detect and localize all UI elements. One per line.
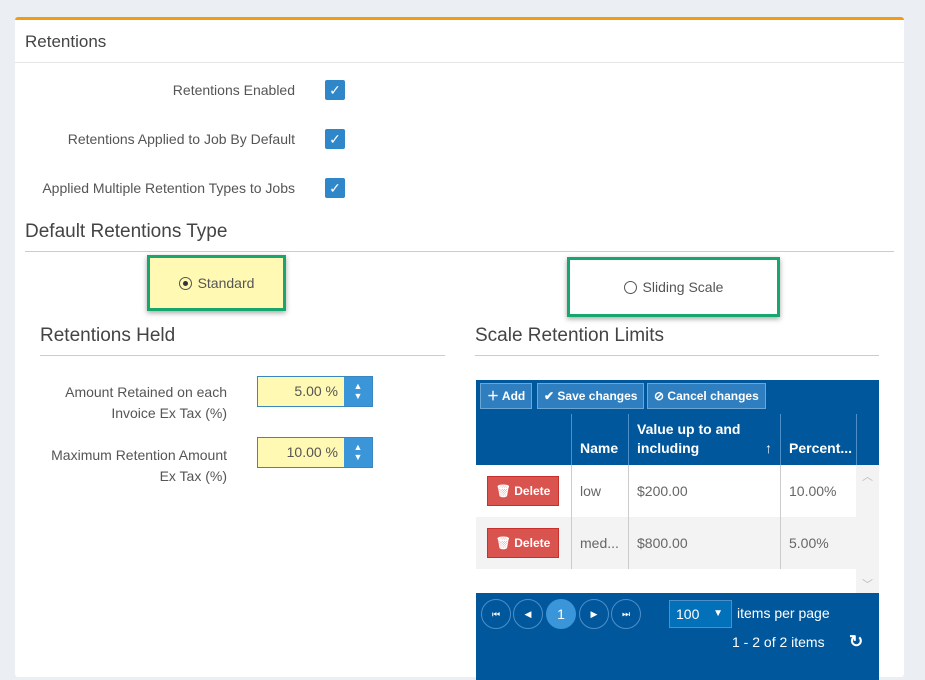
radio-selected-icon <box>178 276 192 290</box>
applied-by-default-label: Retentions Applied to Job By Default <box>67 131 295 147</box>
table-row: 🗑 Delete low $200.00 10.00% <box>476 465 856 517</box>
cell-percent[interactable]: 5.00% <box>780 517 856 569</box>
applied-by-default-checkbox[interactable]: ✓ <box>325 129 345 149</box>
divider <box>475 355 879 356</box>
cell-value[interactable]: $800.00 <box>628 517 780 569</box>
cell-value[interactable]: $200.00 <box>628 465 780 517</box>
radio-standard-label: Standard <box>197 275 255 291</box>
page-size-value: 100 <box>676 606 700 622</box>
scale-limits-grid: ＋ Add ✔ Save changes ⊘ Cancel changes Na… <box>476 380 879 680</box>
scroll-down-icon[interactable]: ﹀ <box>862 579 873 591</box>
column-header-spacer <box>856 414 879 465</box>
cell-name[interactable]: low <box>571 465 628 517</box>
retentions-held-heading: Retentions Held <box>40 325 176 346</box>
multiple-types-label: Applied Multiple Retention Types to Jobs <box>42 180 295 196</box>
plus-icon: ＋ <box>487 389 500 403</box>
check-icon: ✔ <box>544 389 555 403</box>
trash-icon: 🗑 <box>495 484 511 498</box>
max-retention-input[interactable]: 10.00 % ▲ ▼ <box>257 437 373 468</box>
cell-name[interactable]: med... <box>571 517 628 569</box>
max-retention-label: Maximum Retention Amount Ex Tax (%) <box>51 447 227 484</box>
chevron-down-icon: ▼ <box>713 608 723 619</box>
add-button[interactable]: ＋ Add <box>480 383 533 409</box>
card-title: Retentions <box>25 32 107 51</box>
sort-ascending-icon: ↑ <box>761 440 772 456</box>
amount-retained-label: Amount Retained on each Invoice Ex Tax (… <box>65 384 227 421</box>
default-type-heading: Default Retentions Type <box>25 221 228 242</box>
column-header-name[interactable]: Name <box>571 414 628 465</box>
pager-summary: 1 - 2 of 2 items <box>732 634 825 650</box>
save-changes-button[interactable]: ✔ Save changes <box>537 383 645 409</box>
add-label: Add <box>501 389 526 403</box>
spinner-arrows-icon[interactable]: ▲ ▼ <box>344 438 372 467</box>
scale-limits-heading: Scale Retention Limits <box>475 325 665 346</box>
column-header-value-label: Value up to and including <box>637 421 741 456</box>
cancel-changes-button[interactable]: ⊘ Cancel changes <box>647 383 766 409</box>
multiple-types-checkbox[interactable]: ✓ <box>325 178 345 198</box>
cancel-icon: ⊘ <box>654 389 665 403</box>
trash-icon: 🗑 <box>495 536 511 550</box>
cancel-label: Cancel changes <box>667 389 759 403</box>
refresh-icon[interactable]: ↻ <box>849 632 864 651</box>
spinner-arrows-icon[interactable]: ▲ ▼ <box>344 377 372 406</box>
first-page-button[interactable]: ⏮ <box>481 599 511 629</box>
save-label: Save changes <box>557 389 638 403</box>
scroll-up-icon[interactable]: ︿ <box>862 471 873 483</box>
divider <box>25 251 894 252</box>
vertical-scrollbar[interactable]: ︿ ﹀ <box>856 465 879 593</box>
radio-standard[interactable]: Standard <box>147 255 286 311</box>
amount-retained-value[interactable]: 5.00 % <box>258 377 344 406</box>
divider <box>40 355 445 356</box>
next-page-button[interactable]: ▶ <box>579 599 609 629</box>
cell-percent[interactable]: 10.00% <box>780 465 856 517</box>
radio-sliding-scale[interactable]: Sliding Scale <box>567 257 780 317</box>
retentions-enabled-label: Retentions Enabled <box>172 82 295 98</box>
radio-unselected-icon <box>623 280 637 294</box>
column-header-actions <box>476 414 571 465</box>
prev-page-button[interactable]: ◀ <box>513 599 543 629</box>
items-per-page-label: items per page <box>737 605 830 621</box>
column-header-percent[interactable]: Percent... <box>780 414 856 465</box>
delete-label: Delete <box>514 536 551 550</box>
delete-label: Delete <box>514 484 551 498</box>
last-page-button[interactable]: ⏭ <box>611 599 641 629</box>
divider <box>15 62 904 63</box>
page-1-button[interactable]: 1 <box>546 599 576 629</box>
delete-button[interactable]: 🗑 Delete <box>487 528 559 558</box>
column-header-value[interactable]: Value up to and including ↑ <box>628 414 780 465</box>
table-row: 🗑 Delete med... $800.00 5.00% <box>476 517 856 569</box>
radio-sliding-scale-label: Sliding Scale <box>642 279 724 295</box>
amount-retained-input[interactable]: 5.00 % ▲ ▼ <box>257 376 373 407</box>
max-retention-value[interactable]: 10.00 % <box>258 438 344 467</box>
retentions-card: Retentions Retentions Enabled ✓ Retentio… <box>15 17 904 680</box>
page-size-select[interactable]: 100 ▼ <box>669 600 732 628</box>
delete-button[interactable]: 🗑 Delete <box>487 476 559 506</box>
grid-body: 🗑 Delete low $200.00 10.00% 🗑 Delete med… <box>476 465 879 593</box>
retentions-enabled-checkbox[interactable]: ✓ <box>325 80 345 100</box>
